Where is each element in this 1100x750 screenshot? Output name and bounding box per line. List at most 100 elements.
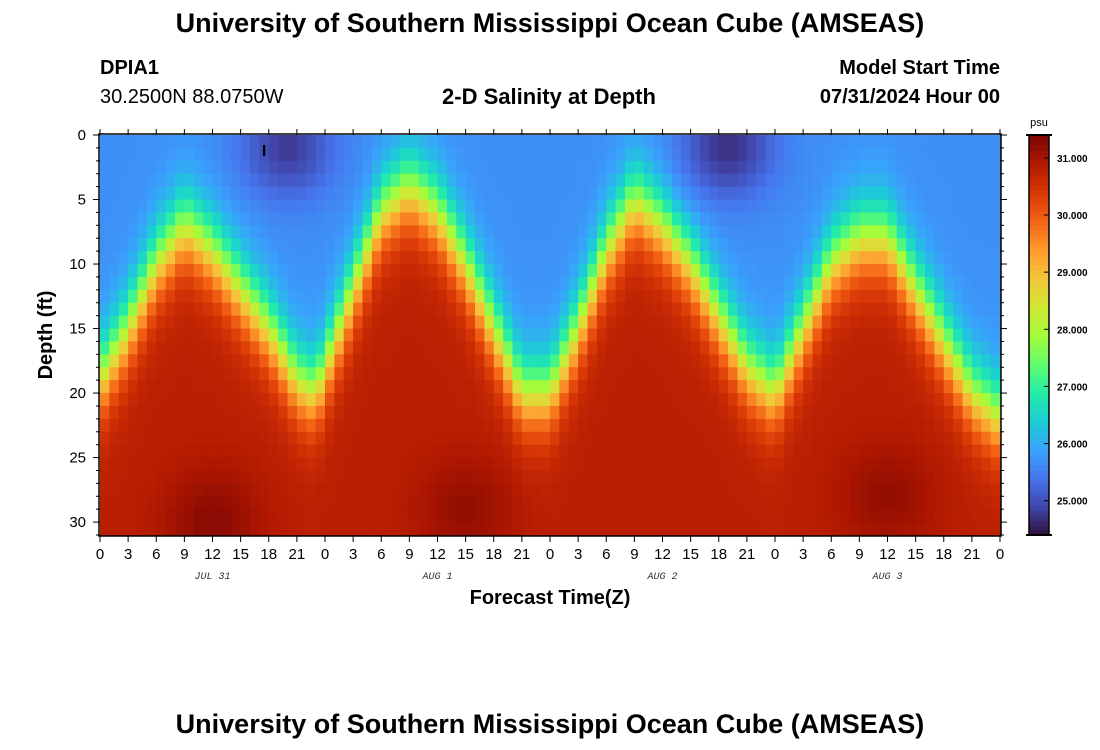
heat-cell — [700, 444, 710, 459]
x-tick-label: 12 — [204, 546, 221, 563]
heat-cell — [409, 405, 420, 420]
heat-cell — [278, 160, 289, 175]
heat-cell — [512, 431, 523, 446]
colorbar-segment — [1029, 305, 1049, 311]
heat-cell — [906, 393, 917, 407]
colorbar-segment — [1029, 140, 1049, 146]
heat-cell — [315, 289, 326, 304]
heat-cell — [484, 457, 495, 472]
heat-cell — [568, 147, 579, 162]
heat-cell — [109, 173, 120, 188]
heat-cell — [625, 251, 635, 265]
heat-cell — [887, 341, 898, 355]
heat-cell — [334, 135, 345, 149]
heat-cell — [165, 470, 176, 484]
heat-cell — [915, 289, 926, 304]
heat-cell — [700, 135, 710, 149]
heat-cell — [193, 264, 204, 278]
chart-subtitle: 2-D Salinity at Depth — [442, 84, 656, 109]
heat-cell — [625, 470, 635, 484]
heat-cell — [971, 418, 982, 433]
heat-cell — [325, 199, 335, 214]
heat-cell — [128, 315, 139, 330]
heat-cell — [456, 135, 467, 149]
heat-cell — [521, 147, 532, 162]
heat-cell — [259, 405, 270, 420]
heat-cell — [418, 522, 429, 536]
heat-cell — [475, 444, 485, 459]
heat-cell — [193, 393, 204, 407]
heat-cell — [100, 238, 110, 252]
heat-cell — [165, 315, 176, 330]
heat-cell — [728, 393, 739, 407]
heat-cell — [493, 147, 504, 162]
heat-cell — [737, 483, 748, 497]
heat-cell — [962, 354, 973, 368]
heat-cell — [634, 522, 645, 536]
heat-cell — [821, 251, 832, 265]
heat-cell — [925, 199, 935, 214]
heat-cell — [296, 276, 307, 291]
heat-cell — [625, 380, 635, 394]
heat-cell — [306, 405, 317, 420]
heat-cell — [175, 238, 185, 252]
heat-cell — [887, 367, 898, 381]
heat-cell — [775, 302, 785, 317]
heat-cell — [971, 522, 982, 536]
heat-cell — [925, 418, 935, 433]
heat-cell — [953, 522, 964, 536]
heat-cell — [250, 315, 260, 330]
heat-cell — [690, 354, 701, 368]
y-tick-label: 10 — [69, 256, 86, 273]
heat-cell — [596, 225, 607, 239]
heat-cell — [850, 444, 860, 459]
heat-cell — [165, 186, 176, 201]
heat-cell — [587, 354, 598, 368]
heat-cell — [981, 457, 992, 472]
heat-cell — [775, 431, 785, 446]
colorbar-segment — [1029, 370, 1049, 376]
heat-cell — [278, 289, 289, 304]
heat-cell — [859, 431, 870, 446]
heat-cell — [165, 212, 176, 226]
heat-cell — [465, 186, 476, 201]
heat-cell — [943, 431, 954, 446]
heat-cell — [296, 225, 307, 239]
heat-cell — [625, 354, 635, 368]
colorbar-segment — [1029, 195, 1049, 201]
heat-cell — [531, 264, 542, 278]
heat-cell — [906, 470, 917, 484]
heat-cell — [587, 276, 598, 291]
heat-cell — [465, 418, 476, 433]
heat-cell — [325, 380, 335, 394]
heat-cell — [306, 444, 317, 459]
heat-cell — [240, 522, 251, 536]
heat-cell — [259, 147, 270, 162]
heat-cell — [409, 509, 420, 523]
heat-cell — [840, 173, 851, 188]
heat-cell — [381, 186, 392, 201]
heat-cell — [859, 276, 870, 291]
heat-cell — [250, 238, 260, 252]
heat-cell — [934, 289, 945, 304]
heat-cell — [700, 367, 710, 381]
heat-cell — [540, 470, 551, 484]
heat-cell — [418, 418, 429, 433]
heat-cell — [362, 418, 373, 433]
heat-cell — [512, 341, 523, 355]
heat-cell — [259, 315, 270, 330]
heat-cell — [943, 147, 954, 162]
heat-cell — [540, 341, 551, 355]
heat-cell — [718, 418, 729, 433]
heat-cell — [531, 186, 542, 201]
heat-cell — [146, 444, 157, 459]
heat-cell — [353, 470, 364, 484]
heat-cell — [850, 147, 860, 162]
heat-cell — [428, 264, 439, 278]
heat-cell — [878, 496, 889, 510]
heat-cell — [343, 328, 354, 343]
heat-cell — [803, 289, 814, 304]
heat-cell — [700, 276, 710, 291]
heat-cell — [915, 186, 926, 201]
heat-cell — [400, 354, 410, 368]
